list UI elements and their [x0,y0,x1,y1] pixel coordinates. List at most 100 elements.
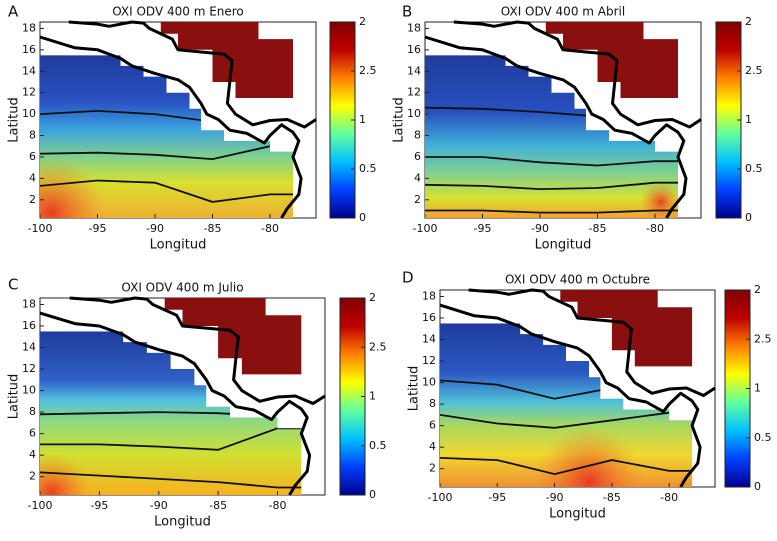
caribbean-field [164,298,302,375]
y-tick-label: 6 [29,150,36,163]
contour [40,179,293,203]
colorbar-tick-label: 1 [754,382,761,395]
x-tick-label: -95 [474,222,492,235]
coastline [39,311,312,496]
y-tick-label: 12 [407,86,421,99]
contour [425,209,678,214]
colorbar-tick-label: 1 [369,390,376,403]
x-tick-label: -90 [150,499,168,512]
x-tick-label: -85 [589,222,607,235]
panel-label: B [402,3,412,21]
x-tick-label: -80 [261,222,279,235]
y-tick-label: 18 [422,289,436,302]
colorbar-tick-label: 0.5 [754,431,772,444]
panel-label: D [402,269,414,287]
x-tick-label: -80 [646,222,664,235]
x-tick-label: -100 [28,499,53,512]
y-tick-label: 6 [29,427,36,440]
x-tick-label: -85 [204,222,222,235]
x-axis-label: Longitud [150,238,207,253]
colorbar-tick-label: 0 [754,480,761,493]
colorbar-tick-label: 0 [745,211,752,224]
contour [40,427,302,451]
y-tick-label: 12 [422,354,436,367]
panel-label: A [8,3,19,21]
oxygen-maximum [640,181,678,219]
x-tick-label: -100 [28,222,53,235]
coastline [39,35,303,219]
panel-title: OXI ODV 400 m Enero [112,5,244,19]
y-axis-label: Latitud [392,97,407,143]
y-tick-label: 8 [29,129,36,142]
colorbar-tick-label: 2 [745,15,752,28]
colorbar-tick-label: 2 [754,283,761,296]
y-tick-label: 18 [22,21,36,34]
y-tick-label: 8 [29,405,36,418]
y-tick-label: 14 [22,341,36,354]
y-tick-label: 8 [414,129,421,142]
coastline [69,296,326,405]
y-tick-label: 4 [29,448,36,461]
y-tick-label: 16 [22,43,36,56]
contour [40,471,302,489]
colorbar-tick-label: 0.5 [369,439,387,452]
y-tick-label: 4 [414,171,421,184]
colorbar [715,21,742,219]
y-tick-label: 12 [22,362,36,375]
colorbar [339,297,366,496]
colorbar [329,21,356,219]
colorbar-tick-label: 0.5 [745,162,763,175]
coastline [439,303,702,488]
x-tick-label: -95 [90,499,108,512]
oxygen-maximum [533,426,644,487]
colorbar-tick-label: 2.5 [754,332,772,345]
x-tick-label: -80 [660,491,678,504]
coastline [453,20,702,129]
panel-title: OXI ODV 400 m Octubre [505,273,650,287]
x-tick-label: -85 [603,491,621,504]
colorbar-tick-label: 2 [359,15,366,28]
y-tick-label: 16 [22,319,36,332]
colorbar-tick-label: 2 [369,291,376,304]
y-tick-label: 10 [22,384,36,397]
y-tick-label: 10 [407,107,421,120]
y-tick-label: 14 [407,64,421,77]
contour [425,156,678,167]
y-tick-label: 8 [429,397,436,410]
caribbean-field [545,22,678,98]
colorbar-tick-label: 1 [745,113,752,126]
panel-title: OXI ODV 400 m Abril [501,5,625,19]
y-tick-label: 2 [429,462,436,475]
panel-title: OXI ODV 400 m Julio [121,281,243,295]
y-tick-label: 2 [29,193,36,206]
y-tick-label: 16 [407,43,421,56]
caribbean-field [160,22,293,98]
x-axis-label: Longitud [549,507,606,522]
y-tick-label: 10 [22,107,36,120]
x-tick-label: -95 [89,222,107,235]
y-tick-label: 18 [22,297,36,310]
colorbar-tick-label: 2.5 [359,64,377,77]
contour [425,181,678,191]
y-tick-label: 4 [29,171,36,184]
y-axis-label: Latitud [7,374,22,420]
y-axis-label: Latitud [7,97,22,143]
y-axis-label: Latitud [407,366,422,412]
colorbar-tick-label: 2.5 [369,340,387,353]
x-tick-label: -90 [546,491,564,504]
y-tick-label: 6 [429,419,436,432]
x-axis-label: Longitud [154,515,211,530]
oxygen-maximum [40,157,107,219]
y-tick-label: 14 [22,64,36,77]
caribbean-field [560,290,693,367]
x-tick-label: -90 [531,222,549,235]
y-tick-label: 4 [429,440,436,453]
y-tick-label: 2 [414,193,421,206]
x-tick-label: -85 [209,499,227,512]
coastline [468,288,716,397]
x-tick-label: -90 [146,222,164,235]
x-tick-label: -95 [488,491,506,504]
y-tick-label: 12 [22,86,36,99]
colorbar-tick-label: 2.5 [745,64,763,77]
